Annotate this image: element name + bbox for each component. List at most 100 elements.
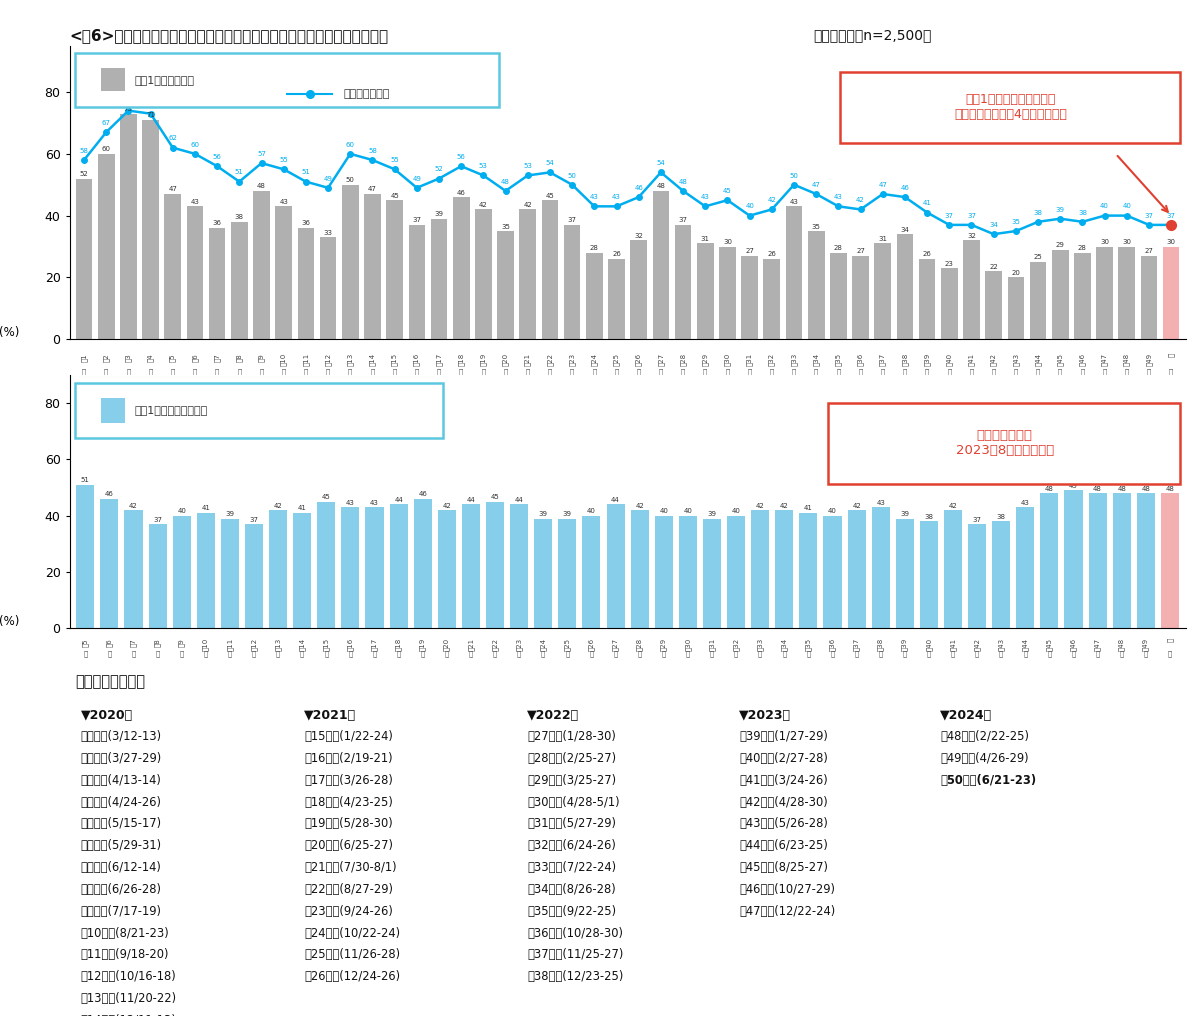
Text: ストレス度は、
2023年8月より横ばい: ストレス度は、 2023年8月より横ばい bbox=[955, 430, 1054, 457]
Bar bbox=[408, 225, 425, 339]
Text: 55: 55 bbox=[280, 157, 288, 164]
Text: 回: 回 bbox=[589, 651, 594, 657]
Text: 第32: 第32 bbox=[768, 354, 775, 366]
Text: 回: 回 bbox=[180, 651, 184, 657]
Text: 第10: 第10 bbox=[203, 638, 209, 651]
Bar bbox=[1074, 253, 1091, 339]
Text: 回: 回 bbox=[637, 651, 642, 657]
Text: 回: 回 bbox=[460, 369, 463, 375]
Text: 56: 56 bbox=[212, 154, 222, 160]
Text: 第４回　(4/24-26): 第４回 (4/24-26) bbox=[80, 796, 162, 809]
Text: 回: 回 bbox=[902, 651, 907, 657]
Text: 31: 31 bbox=[878, 236, 887, 242]
Bar bbox=[823, 516, 841, 628]
Text: 回: 回 bbox=[326, 369, 330, 375]
Text: 38: 38 bbox=[1078, 209, 1087, 215]
Text: 51: 51 bbox=[235, 170, 244, 176]
Text: ▼2023年: ▼2023年 bbox=[739, 709, 791, 722]
Text: 48: 48 bbox=[1165, 486, 1175, 492]
Text: 46: 46 bbox=[635, 185, 643, 191]
Text: 直近1週間の不安度は微増
将来への不安度は4月より横ばい: 直近1週間の不安度は微増 将来への不安度は4月より横ばい bbox=[954, 93, 1067, 121]
Text: 回: 回 bbox=[276, 651, 281, 657]
Bar bbox=[541, 200, 558, 339]
Bar bbox=[431, 218, 448, 339]
Text: 第31: 第31 bbox=[709, 638, 715, 651]
Bar bbox=[164, 194, 181, 339]
Text: 第34回　(8/26-28): 第34回 (8/26-28) bbox=[527, 883, 616, 896]
Text: 45: 45 bbox=[322, 494, 331, 500]
Text: 26: 26 bbox=[767, 251, 776, 257]
Text: 回: 回 bbox=[974, 651, 979, 657]
Text: 40: 40 bbox=[659, 508, 668, 514]
Text: 第44回　(6/23-25): 第44回 (6/23-25) bbox=[739, 839, 828, 852]
Text: 第39回　(1/27-29): 第39回 (1/27-29) bbox=[739, 731, 828, 743]
Text: 第47回　(12/22-24): 第47回 (12/22-24) bbox=[739, 905, 835, 917]
Text: 40: 40 bbox=[1100, 203, 1109, 209]
Text: （単一回答：n=2,500）: （単一回答：n=2,500） bbox=[814, 28, 932, 43]
Text: 43: 43 bbox=[834, 194, 842, 200]
Text: 第17: 第17 bbox=[371, 638, 378, 651]
Text: 第30回　(4/28-5/1): 第30回 (4/28-5/1) bbox=[527, 796, 619, 809]
Bar bbox=[317, 502, 335, 628]
Text: 第45: 第45 bbox=[1046, 638, 1052, 651]
Text: (%): (%) bbox=[0, 616, 19, 628]
Text: 回: 回 bbox=[1000, 651, 1003, 657]
Bar bbox=[414, 499, 432, 628]
Bar bbox=[786, 206, 803, 339]
Text: 第38回　(12/23-25): 第38回 (12/23-25) bbox=[527, 970, 624, 983]
Text: 30: 30 bbox=[1166, 239, 1176, 245]
Bar bbox=[751, 510, 769, 628]
Text: 回: 回 bbox=[858, 369, 863, 375]
Text: 回: 回 bbox=[348, 651, 353, 657]
Text: 第15回　(1/22-24): 第15回 (1/22-24) bbox=[304, 731, 392, 743]
Text: 回: 回 bbox=[372, 651, 377, 657]
Text: ▼2022年: ▼2022年 bbox=[527, 709, 580, 722]
Text: 第12回　(10/16-18): 第12回 (10/16-18) bbox=[80, 970, 176, 983]
Text: 今: 今 bbox=[1168, 354, 1175, 358]
Text: 第14: 第14 bbox=[370, 354, 376, 366]
Bar bbox=[558, 518, 576, 628]
Text: 第25: 第25 bbox=[564, 638, 571, 651]
Text: 回: 回 bbox=[1168, 651, 1172, 657]
Text: 42: 42 bbox=[852, 503, 860, 509]
Text: 38: 38 bbox=[1033, 209, 1043, 215]
Text: 回: 回 bbox=[570, 369, 575, 375]
Text: 回: 回 bbox=[83, 651, 88, 657]
Text: 第43: 第43 bbox=[1013, 354, 1019, 366]
Text: 第22回　(8/27-29): 第22回 (8/27-29) bbox=[304, 883, 392, 896]
Bar bbox=[630, 241, 647, 339]
Bar bbox=[727, 516, 745, 628]
Text: 62: 62 bbox=[168, 135, 178, 141]
Bar bbox=[679, 516, 697, 628]
Text: 第25回　(11/26-28): 第25回 (11/26-28) bbox=[304, 949, 400, 961]
FancyBboxPatch shape bbox=[840, 72, 1180, 142]
Text: 回: 回 bbox=[769, 369, 774, 375]
Bar bbox=[1088, 493, 1106, 628]
Bar bbox=[564, 225, 581, 339]
Text: 第19: 第19 bbox=[480, 354, 487, 367]
Bar bbox=[763, 259, 780, 339]
Text: 回: 回 bbox=[725, 369, 730, 375]
Text: 28: 28 bbox=[834, 245, 842, 251]
Text: 第41: 第41 bbox=[968, 354, 974, 366]
Text: 55: 55 bbox=[390, 157, 400, 164]
Bar bbox=[1163, 247, 1180, 339]
Text: 第36: 第36 bbox=[857, 354, 864, 367]
Text: 回: 回 bbox=[371, 369, 374, 375]
Text: 第5: 第5 bbox=[169, 354, 176, 362]
Text: 第20回　(6/25-27): 第20回 (6/25-27) bbox=[304, 839, 392, 852]
Text: 39: 39 bbox=[434, 211, 444, 217]
Text: 第29: 第29 bbox=[660, 638, 667, 651]
Text: 41: 41 bbox=[202, 506, 210, 511]
Text: 回: 回 bbox=[1096, 651, 1099, 657]
Text: 第25: 第25 bbox=[613, 354, 620, 366]
Text: 44: 44 bbox=[611, 497, 620, 503]
Text: 第1: 第1 bbox=[80, 354, 88, 362]
Text: 回: 回 bbox=[548, 369, 552, 375]
Text: 51: 51 bbox=[80, 478, 90, 484]
Bar bbox=[697, 244, 714, 339]
Text: 第34: 第34 bbox=[812, 354, 820, 366]
Text: 第37: 第37 bbox=[880, 354, 886, 367]
Bar bbox=[920, 521, 938, 628]
Text: 73: 73 bbox=[146, 102, 155, 108]
